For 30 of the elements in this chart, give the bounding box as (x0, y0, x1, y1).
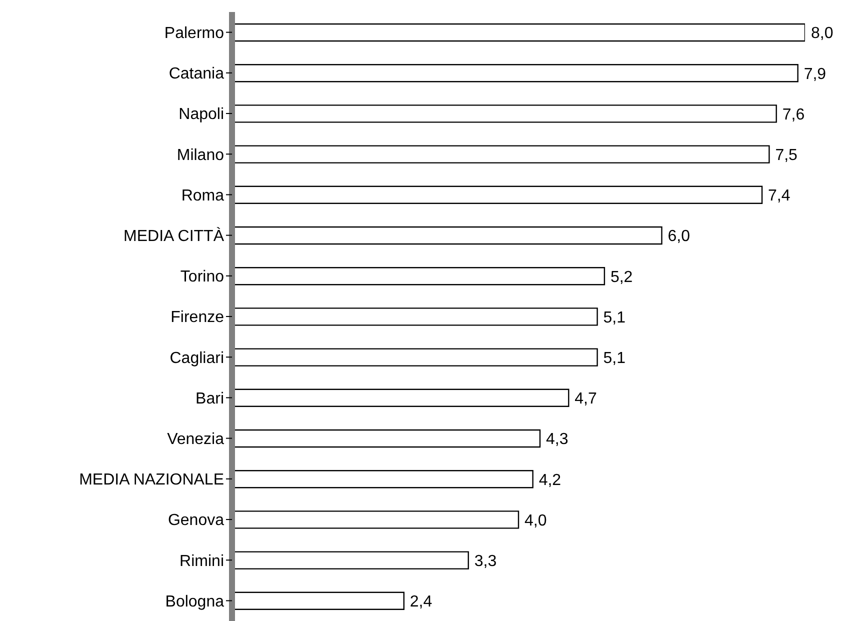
data-label: 4,0 (524, 512, 547, 530)
y-tick-label: Firenze (170, 309, 224, 326)
y-tick-label: Roma (181, 187, 224, 204)
y-tick-label: Bologna (165, 593, 224, 610)
y-tick-label: Rimini (180, 552, 224, 570)
data-label: 5,1 (603, 350, 626, 367)
y-tick-label: Milano (176, 146, 224, 164)
y-tick-label: Cagliari (170, 350, 224, 367)
data-label: 4,3 (546, 431, 568, 448)
data-label: 7,5 (775, 146, 798, 164)
data-label: 7,4 (768, 188, 790, 205)
y-tick-label: MEDIA NAZIONALE (79, 472, 224, 489)
data-label: 7,9 (804, 66, 826, 83)
data-label: 7,6 (782, 106, 805, 124)
y-tick-label: Catania (168, 66, 224, 83)
y-tick-label: Venezia (167, 430, 224, 448)
data-label: 3,3 (474, 552, 497, 570)
data-label: 2,4 (410, 594, 432, 611)
data-label: 4,7 (574, 390, 597, 408)
y-tick-label: Napoli (178, 106, 224, 124)
data-label: 6,0 (668, 228, 690, 246)
y-tick-label: MEDIA CITTÀ (124, 226, 224, 245)
y-tick-label: Torino (180, 268, 224, 286)
y-tick-label: Palermo (164, 24, 224, 42)
data-label: 4,2 (538, 472, 562, 489)
data-label: 5,1 (603, 309, 626, 326)
data-label: 8,0 (811, 25, 834, 42)
data-label: 5,2 (610, 268, 633, 286)
y-tick-label: Bari (196, 390, 224, 408)
y-tick-label: Genova (168, 512, 224, 530)
